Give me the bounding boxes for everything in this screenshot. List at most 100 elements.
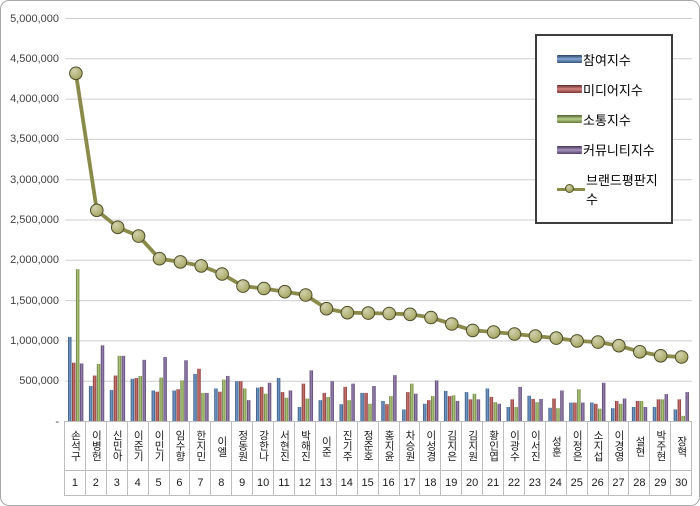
bar-participation [130,378,135,422]
y-tick-label: 3,000,000 [10,173,59,186]
bar-community [121,355,126,422]
bar-media [259,386,264,422]
bar-participation [381,400,385,422]
category-name: 강한나 [257,430,270,462]
category-cell: 홍지윤 [377,421,400,471]
legend-item-communication: 소통지수 [557,110,667,129]
bar-community [685,392,689,422]
bar-participation [652,406,657,422]
rank-cell: 23 [523,470,546,496]
bar-media [113,375,118,422]
category-cell: 서현진 [273,421,295,471]
bar-media [594,403,598,422]
bar-community [226,375,230,422]
bar-media [197,368,201,422]
category-cell: 정동원 [231,421,254,471]
rank-cell: 30 [670,470,693,496]
bar-media [71,362,76,422]
category-name: 이준기 [132,430,145,462]
category-cell: 장혁 [670,421,693,471]
bar-communication [96,363,101,422]
category-name: 이정은 [571,430,584,462]
category-cell: 이엘 [210,421,233,471]
category-name: 이서진 [529,430,542,462]
bar-participation [569,402,573,422]
rank-cell: 1 [64,470,86,496]
y-tick-label: 1,500,000 [10,294,59,307]
bar-communication [598,408,602,422]
category-cell: 이병헌 [84,421,107,471]
bar-media [364,392,368,422]
bar-community [664,394,669,422]
bar-participation [360,392,364,422]
category-name: 김지원 [466,430,479,462]
rank-cell: 7 [189,470,212,496]
line-marker [403,307,417,322]
legend-item-brand-reputation: 브랜드평판지수 [557,170,667,208]
category-name: 박해진 [299,430,312,462]
bar-community [601,382,606,422]
bar-media [468,399,473,422]
category-cell: 신민아 [105,421,128,471]
rank-cell: 11 [273,470,295,496]
bar-communication [389,396,393,422]
legend-swatch-participation-icon [557,55,582,64]
legend-swatch-media-icon [557,85,582,94]
bar-communication [117,355,122,422]
bar-participation [485,388,490,422]
rank-cell: 17 [398,470,421,496]
legend-swatch-community-icon [557,145,582,154]
rank-cell: 18 [419,470,442,496]
bar-participation [235,381,239,422]
y-tick-label: 1,000,000 [10,334,59,347]
category-cell: 이준기 [126,421,149,471]
bar-communication [451,395,456,422]
rank-cell: 12 [293,470,316,496]
legend: 참여지수 미디어지수 소통지수 커뮤니티지수 브랜드평판지수 [535,34,673,224]
bar-participation [297,406,302,422]
line-marker [653,349,668,363]
bar-media [239,381,243,422]
category-name: 이경영 [613,430,626,462]
line-marker [549,331,564,345]
category-cell: 정준호 [356,421,379,471]
rank-cell: 6 [168,470,191,496]
legend-item-media: 미디어지수 [557,80,667,99]
line-marker [445,317,459,331]
category-name: 장혁 [675,435,688,457]
rank-cell: 28 [628,470,651,496]
rank-cell: 14 [335,470,358,496]
category-cell: 이민기 [147,421,170,471]
rank-cell: 27 [607,470,630,496]
line-marker [69,66,83,81]
bar-communication [305,398,310,422]
bar-media [489,396,494,422]
category-cell: 박주현 [649,421,672,471]
y-tick-label: 2,000,000 [10,254,59,267]
line-marker [152,251,167,266]
category-cell: 김지원 [461,421,484,471]
bar-participation [68,336,72,422]
bar-communication [660,399,665,422]
line-marker [215,267,229,281]
category-cell: 강한나 [252,421,275,471]
rank-cell: 25 [565,470,588,496]
bar-communication [201,392,205,422]
bar-media [406,392,410,422]
bar-communication [222,379,226,422]
bar-community [372,386,376,422]
line-marker [194,259,208,273]
y-tick-label: 4,000,000 [10,93,59,106]
bar-participation [151,390,156,422]
bar-participation [631,406,636,422]
bar-media [322,392,327,422]
rank-cell: 22 [503,470,525,496]
rank-cell: 13 [314,470,337,496]
category-name: 소지섭 [592,430,605,462]
y-tick-label: 5,000,000 [10,12,59,25]
bar-communication [639,400,644,422]
rank-cell: 15 [356,470,379,496]
bar-community [414,393,418,422]
bar-community [497,403,502,422]
line-marker [110,220,125,235]
